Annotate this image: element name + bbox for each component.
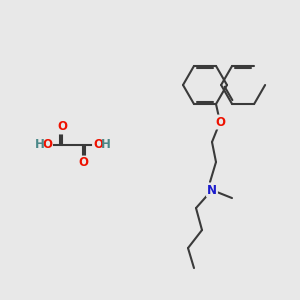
Text: H: H [101,139,111,152]
Text: N: N [207,184,217,196]
Text: H: H [35,139,45,152]
Text: O: O [78,157,88,169]
Text: O: O [42,139,52,152]
Text: O: O [93,139,103,152]
Text: O: O [215,116,225,129]
Text: O: O [57,121,67,134]
